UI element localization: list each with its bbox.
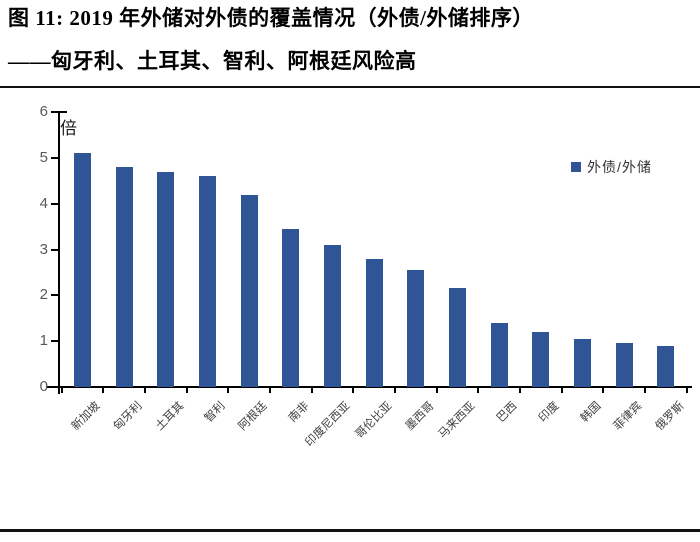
chart-legend: 外债/外储 — [571, 157, 652, 177]
y-tick-label: 0 — [39, 378, 48, 395]
bar — [323, 244, 341, 387]
legend-swatch-icon — [571, 162, 581, 172]
y-tick-mark — [51, 386, 59, 388]
y-tick-mark — [51, 111, 59, 113]
y-tick-mark — [51, 248, 59, 251]
figure-title-line1: 图 11: 2019 年外储对外债的覆盖情况（外债/外储排序） — [8, 6, 534, 30]
x-category-label: 哥伦比亚 — [353, 400, 395, 442]
bar — [73, 153, 91, 387]
y-tick-label: 1 — [39, 332, 48, 350]
bottom-border-line — [0, 529, 700, 532]
x-category-label: 阿根廷 — [236, 400, 270, 433]
bar — [574, 338, 591, 387]
bar — [532, 332, 550, 387]
y-tick-label: 2 — [39, 286, 48, 304]
y-tick-mark — [51, 294, 59, 297]
bar — [615, 343, 633, 387]
x-tick-mark — [60, 386, 63, 393]
y-tick-mark — [51, 202, 59, 205]
bar — [407, 270, 425, 387]
x-category-label: 巴西 — [494, 400, 520, 425]
x-tick-mark — [477, 386, 480, 393]
bar — [240, 194, 258, 387]
x-tick-mark — [102, 386, 105, 393]
x-category-label: 新加坡 — [69, 400, 103, 433]
y-tick-label: 5 — [39, 148, 48, 166]
bar — [157, 171, 175, 387]
x-category-label: 智利 — [203, 400, 228, 425]
x-tick-mark — [685, 386, 688, 393]
x-tick-mark — [227, 386, 230, 393]
x-tick-mark — [393, 386, 396, 393]
x-axis-line — [47, 386, 692, 388]
x-tick-mark — [560, 386, 563, 393]
bar — [282, 228, 300, 387]
y-tick-label: 3 — [39, 240, 48, 258]
x-category-label: 菲律宾 — [611, 400, 645, 433]
x-tick-mark — [185, 386, 188, 393]
y-axis-line — [58, 111, 60, 394]
y-tick-mark — [51, 156, 59, 159]
bar — [490, 322, 508, 387]
x-tick-mark — [435, 386, 438, 393]
bar — [657, 345, 675, 387]
x-tick-mark — [518, 386, 521, 393]
y-tick-mark — [51, 340, 59, 343]
y-tick-label: 4 — [39, 194, 48, 212]
x-tick-mark — [602, 386, 605, 393]
x-category-label: 匈牙利 — [111, 400, 145, 433]
bar — [448, 288, 466, 387]
x-tick-mark — [352, 386, 355, 393]
x-category-label: 俄罗斯 — [653, 400, 687, 433]
x-tick-mark — [644, 386, 647, 393]
bar — [365, 258, 383, 387]
y-axis-unit-label: 倍 — [60, 119, 77, 138]
bar — [115, 167, 133, 387]
x-tick-mark — [143, 386, 146, 393]
y-tick-label: 6 — [39, 103, 48, 120]
x-tick-mark — [310, 386, 313, 393]
title-divider-line — [0, 86, 700, 88]
bar — [198, 176, 216, 387]
figure-title: 图 11: 2019 年外储对外债的覆盖情况（外债/外储排序） ——匈牙利、土耳… — [8, 6, 696, 73]
y-axis-top-tick — [58, 111, 67, 113]
x-category-label: 印度 — [536, 400, 562, 425]
figure-title-line2: ——匈牙利、土耳其、智利、阿根廷风险高 — [8, 49, 417, 73]
legend-label: 外债/外储 — [587, 159, 652, 175]
x-tick-mark — [268, 386, 271, 393]
